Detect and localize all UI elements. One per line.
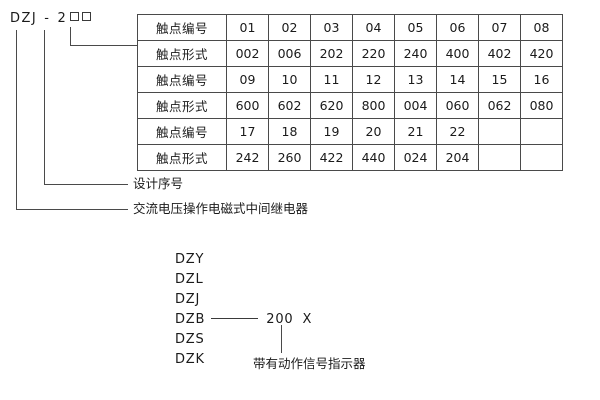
table-cell: 240	[394, 40, 437, 67]
table-cell: 12	[352, 66, 395, 93]
table-cell: 20	[352, 118, 395, 145]
row-label: 触点形式	[137, 92, 227, 119]
table-cell: 062	[478, 92, 521, 119]
table-cell: 204	[436, 144, 479, 171]
table-cell-empty	[520, 118, 563, 145]
leader-line-design-sequence-vertical	[44, 30, 45, 184]
series-code: DZS	[175, 332, 205, 347]
model-placeholder-box-1	[70, 12, 80, 21]
table-cell: 04	[352, 14, 395, 41]
list-item: DZY	[175, 250, 312, 270]
series-code: DZB	[175, 312, 206, 327]
table-cell: 09	[226, 66, 269, 93]
row-label: 触点形式	[137, 144, 227, 171]
table-cell: 15	[478, 66, 521, 93]
table-cell: 02	[268, 14, 311, 41]
table-cell-empty	[478, 118, 521, 145]
table-cell: 402	[478, 40, 521, 67]
table-cell: 202	[310, 40, 353, 67]
table-cell: 002	[226, 40, 269, 67]
table-cell: 05	[394, 14, 437, 41]
suffix-letter: X	[302, 312, 313, 327]
table-cell: 420	[520, 40, 563, 67]
table-cell: 620	[310, 92, 353, 119]
table-cell: 06	[436, 14, 479, 41]
table-cell: 024	[394, 144, 437, 171]
table-row: 触点形式 600 602 620 800 004 060 062 080	[137, 92, 563, 119]
table-cell: 14	[436, 66, 479, 93]
table-cell: 08	[520, 14, 563, 41]
leader-line-indicator-vertical	[281, 325, 282, 353]
series-code: DZY	[175, 252, 205, 267]
list-item: DZK	[175, 350, 312, 370]
table-cell: 17	[226, 118, 269, 145]
table-cell-empty	[520, 144, 563, 171]
table-cell: 01	[226, 14, 269, 41]
leader-line-design-sequence-horizontal	[44, 184, 128, 185]
table-cell: 13	[394, 66, 437, 93]
table-cell: 21	[394, 118, 437, 145]
table-cell: 422	[310, 144, 353, 171]
row-label: 触点编号	[137, 66, 227, 93]
table-row: 触点编号 09 10 11 12 13 14 15 16	[137, 66, 563, 93]
row-label: 触点形式	[137, 40, 227, 67]
callout-action-signal-indicator: 带有动作信号指示器	[253, 356, 366, 371]
table-cell: 18	[268, 118, 311, 145]
series-code-list: DZY DZL DZJ DZB 200 X DZS DZK	[175, 250, 312, 370]
series-code: DZJ	[175, 292, 201, 307]
table-cell: 800	[352, 92, 395, 119]
table-row: 触点编号 01 02 03 04 05 06 07 08	[137, 14, 563, 41]
row-label: 触点编号	[137, 118, 227, 145]
series-code: DZK	[175, 352, 205, 367]
leader-line-contact-table-vertical	[70, 27, 71, 45]
table-cell: 10	[268, 66, 311, 93]
contact-table: 触点编号 01 02 03 04 05 06 07 08 触点形式 002 00…	[137, 14, 563, 171]
leader-line-relay-type-horizontal	[16, 209, 128, 210]
table-cell: 600	[226, 92, 269, 119]
leader-line-contact-table-horizontal	[70, 45, 137, 46]
table-row: 触点形式 242 260 422 440 024 204	[137, 144, 563, 171]
list-item: DZJ	[175, 290, 312, 310]
table-cell: 19	[310, 118, 353, 145]
table-cell: 11	[310, 66, 353, 93]
table-cell: 260	[268, 144, 311, 171]
table-cell: 006	[268, 40, 311, 67]
callout-relay-type: 交流电压操作电磁式中间继电器	[133, 201, 309, 216]
series-code: DZL	[175, 272, 204, 287]
table-cell: 07	[478, 14, 521, 41]
model-series-digit: 2	[57, 11, 68, 26]
suffix-connector-line	[211, 318, 259, 319]
table-cell: 16	[520, 66, 563, 93]
leader-line-relay-type-vertical	[16, 30, 17, 209]
list-item: DZS	[175, 330, 312, 350]
table-cell-empty	[478, 144, 521, 171]
table-row: 触点形式 002 006 202 220 240 400 402 420	[137, 40, 563, 67]
model-dash: -	[44, 11, 51, 26]
model-prefix: DZJ	[10, 11, 38, 26]
table-cell: 22	[436, 118, 479, 145]
table-cell: 03	[310, 14, 353, 41]
model-code: DZJ -2	[10, 11, 92, 26]
model-placeholder-box-2	[82, 12, 92, 21]
list-item: DZL	[175, 270, 312, 290]
suffix-number: 200	[266, 312, 294, 327]
list-item-with-suffix: DZB 200 X	[175, 310, 312, 330]
table-row: 触点编号 17 18 19 20 21 22	[137, 118, 563, 145]
row-label: 触点编号	[137, 14, 227, 41]
table-cell: 242	[226, 144, 269, 171]
table-cell: 080	[520, 92, 563, 119]
table-cell: 440	[352, 144, 395, 171]
table-cell: 004	[394, 92, 437, 119]
callout-design-sequence: 设计序号	[133, 176, 184, 191]
table-cell: 220	[352, 40, 395, 67]
table-cell: 060	[436, 92, 479, 119]
table-cell: 400	[436, 40, 479, 67]
table-cell: 602	[268, 92, 311, 119]
